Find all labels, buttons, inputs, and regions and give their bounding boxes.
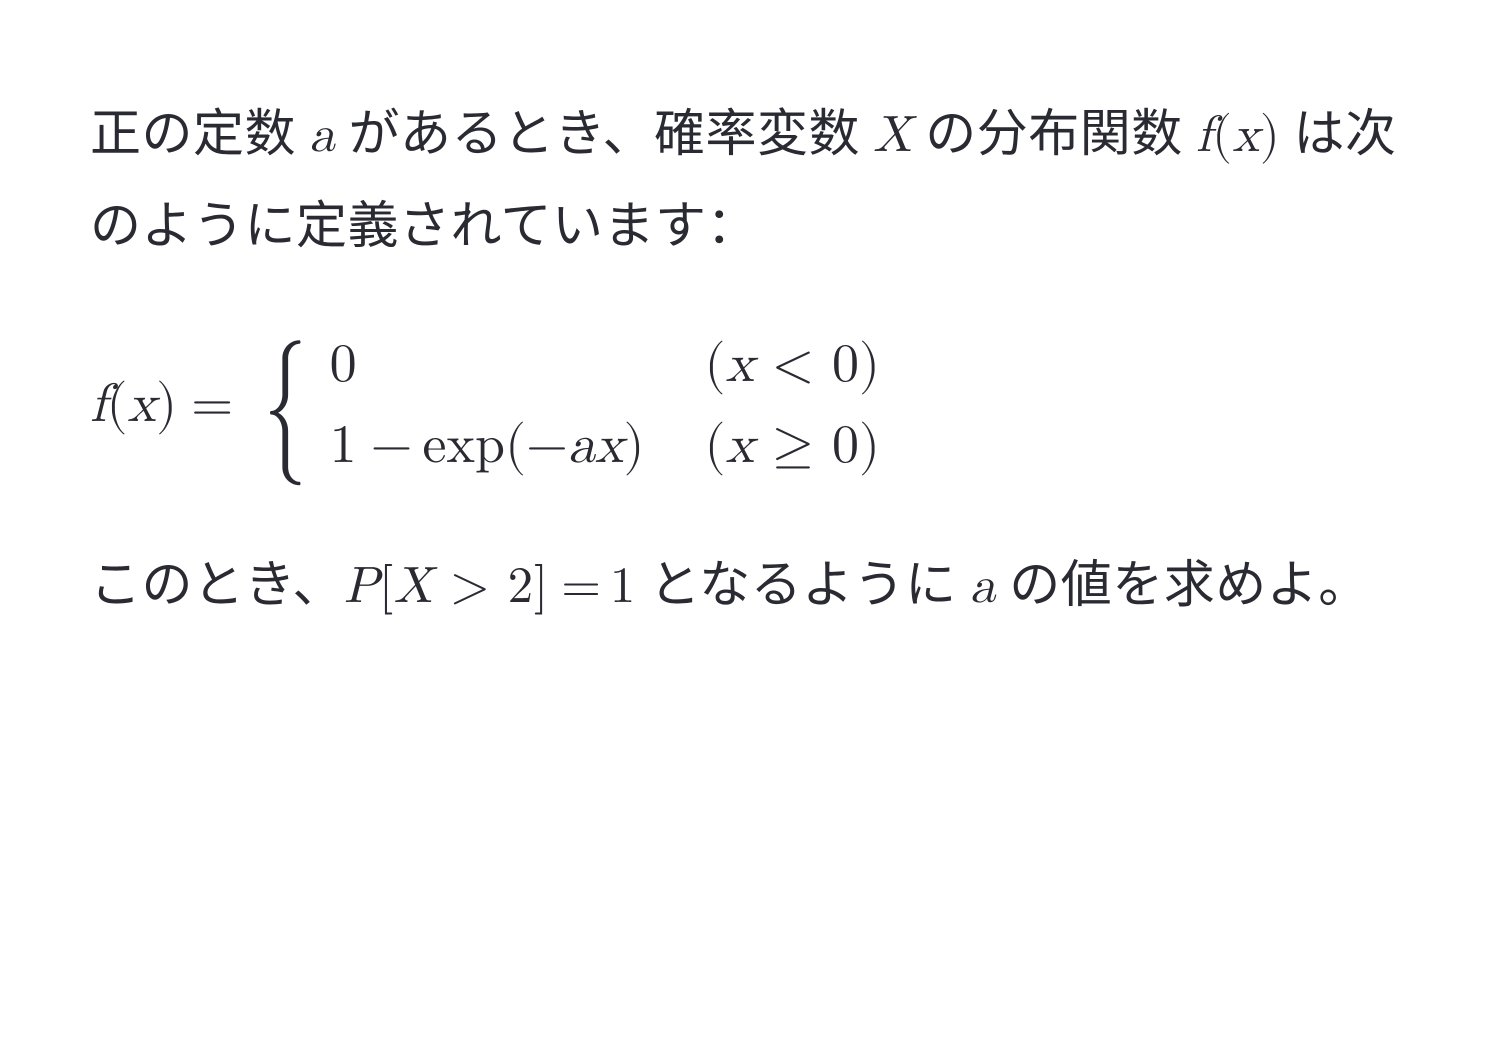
negation-sign: −: [526, 419, 568, 473]
paren-close: ): [1260, 110, 1280, 161]
text-segment: となるように: [636, 558, 970, 614]
variable-x: x: [128, 378, 157, 432]
paren-close: ): [624, 419, 645, 473]
exp-function: exp: [422, 419, 505, 473]
number-zero: 0: [330, 338, 357, 392]
cases-grid: 0 (x < 0) 1 − exp(−ax) (x ≥ 0): [330, 333, 880, 479]
distribution-function-definition: f(x) = { 0 (x < 0) 1 − exp(−ax) (x ≥ 0): [90, 333, 1420, 479]
problem-intro-paragraph: 正の定数 a があるとき、確率変数 X の分布関数 f(x) は次のように定義さ…: [90, 90, 1420, 273]
variable-X: X: [873, 110, 912, 161]
equals-sign: =: [191, 373, 233, 438]
variable-x: x: [726, 419, 755, 473]
minus-sign: −: [357, 419, 423, 473]
problem-question-paragraph: このとき、P[X > 2] = 1 となるように a の値を求めよ。: [90, 541, 1420, 633]
text-segment: このとき、: [90, 558, 344, 614]
equation-row: f(x) = { 0 (x < 0) 1 − exp(−ax) (x ≥ 0): [90, 333, 1420, 479]
text-segment: があるとき、確率変数: [335, 107, 873, 163]
number-two: 2: [508, 561, 534, 612]
variable-x: x: [1232, 110, 1259, 161]
number-zero: 0: [832, 419, 859, 473]
number-zero: 0: [832, 338, 859, 392]
geq-sign: ≥: [754, 419, 832, 473]
function-f: f: [1196, 110, 1212, 161]
variable-a: a: [970, 561, 996, 612]
case1-condition: (x < 0): [705, 333, 880, 398]
equation-lhs: f(x): [90, 373, 177, 438]
case2-value: 1 − exp(−ax): [330, 414, 645, 479]
paren-open: (: [1212, 110, 1232, 161]
paren-close: ): [859, 419, 880, 473]
paren-close: ): [859, 338, 880, 392]
number-one: 1: [330, 419, 357, 473]
probability-P: P: [344, 561, 379, 612]
text-segment: の値を求めよ。: [996, 558, 1370, 614]
text-segment: 正の定数: [90, 107, 309, 163]
equals-sign: =: [548, 561, 610, 612]
greater-than-sign: >: [433, 561, 508, 612]
variable-x: x: [595, 419, 624, 473]
cases-brace: {: [264, 342, 308, 470]
math-problem-page: 正の定数 a があるとき、確率変数 X の分布関数 f(x) は次のように定義さ…: [0, 0, 1500, 1044]
paren-open: (: [505, 419, 526, 473]
variable-X: X: [394, 561, 433, 612]
less-than-sign: <: [754, 338, 832, 392]
function-f: f: [90, 378, 107, 432]
case2-condition: (x ≥ 0): [705, 414, 880, 479]
variable-x: x: [726, 338, 755, 392]
paren-open: (: [107, 378, 128, 432]
paren-open: (: [705, 419, 726, 473]
paren-open: (: [705, 338, 726, 392]
paren-close: ): [156, 378, 177, 432]
number-one: 1: [610, 561, 636, 612]
variable-a: a: [309, 110, 335, 161]
text-segment: の分布関数: [912, 107, 1196, 163]
variable-a: a: [568, 419, 595, 473]
bracket-open: [: [379, 561, 394, 612]
case1-value: 0: [330, 333, 645, 398]
bracket-close: ]: [534, 561, 549, 612]
